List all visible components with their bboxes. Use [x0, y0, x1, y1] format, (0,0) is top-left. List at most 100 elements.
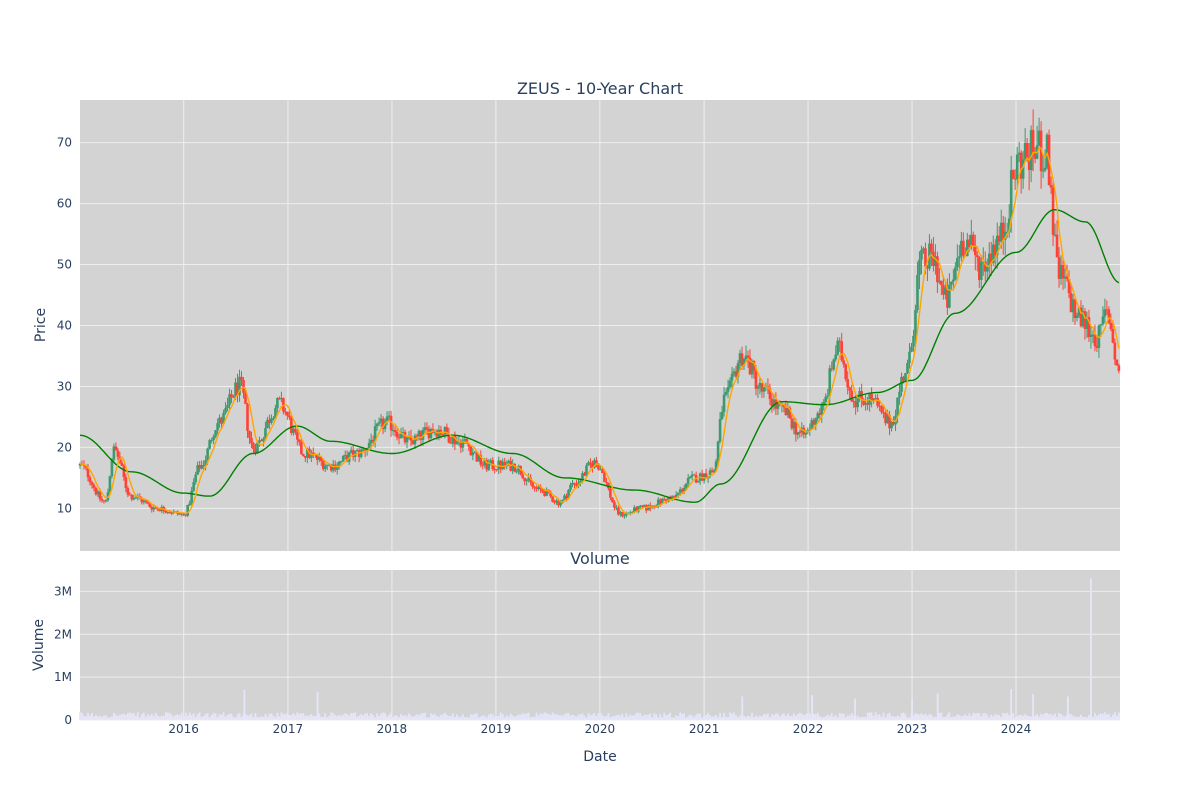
volume-bar [673, 717, 676, 720]
candle-body [325, 464, 329, 466]
candle-body [1003, 231, 1007, 240]
volume-tick-label: 0 [64, 713, 72, 727]
volume-bar [81, 712, 83, 720]
candle-body [413, 435, 417, 445]
volume-bar [493, 716, 496, 720]
volume-bar [392, 717, 394, 720]
volume-bar [721, 717, 723, 720]
volume-bar [794, 715, 797, 720]
candle-body [212, 436, 215, 441]
volume-bar [348, 715, 351, 720]
volume-bar [1060, 713, 1062, 720]
volume-bar [495, 715, 498, 720]
volume-bar [400, 714, 402, 720]
candle-body [1059, 264, 1063, 279]
candle-body [1023, 142, 1027, 160]
volume-bar [118, 714, 121, 720]
candle-body [278, 397, 281, 400]
candle-body [1043, 167, 1047, 171]
volume-bar [230, 713, 233, 720]
volume-bar [998, 714, 1001, 720]
volume-bar [741, 696, 744, 720]
volume-bar [258, 717, 261, 720]
candle-body [734, 371, 738, 377]
candle-body [812, 420, 816, 425]
volume-bar [326, 717, 329, 720]
volume-bar [619, 715, 622, 720]
candle-body [605, 481, 608, 483]
volume-bar [517, 714, 520, 720]
candle-body [541, 489, 544, 492]
volume-bar [1084, 716, 1086, 720]
volume-bar [134, 715, 137, 720]
candle-body [270, 418, 273, 423]
candle-body [631, 512, 634, 514]
volume-bar [862, 716, 865, 720]
candle-body [232, 397, 235, 399]
candle-body [892, 421, 895, 425]
candle-body [286, 411, 289, 416]
volume-bar [641, 716, 644, 720]
candle-body [752, 360, 756, 371]
candle-body [489, 460, 493, 464]
volume-bar [633, 715, 636, 720]
volume-bar [896, 715, 899, 720]
candle-body [393, 430, 397, 433]
volume-bar [595, 716, 598, 720]
volume-bar [222, 712, 225, 720]
candle-body [459, 440, 463, 448]
volume-bar [565, 713, 568, 720]
volume-bar [432, 714, 434, 720]
date-axis-label: Date [583, 749, 616, 765]
candle-body [615, 507, 618, 509]
candle-body [770, 399, 774, 407]
volume-bar [583, 715, 586, 720]
volume-bar [1024, 714, 1027, 720]
candle-body [940, 280, 943, 286]
candle-body [898, 391, 901, 398]
volume-bar [132, 713, 135, 720]
price-tick-label: 70 [57, 136, 72, 150]
candle-body [718, 419, 722, 442]
volume-bar [551, 712, 554, 720]
volume-bar [780, 714, 783, 720]
price-axis-label: Price [33, 308, 49, 342]
candle-body [888, 415, 891, 429]
volume-bar [172, 716, 175, 720]
candle-body [517, 465, 520, 472]
candle-body [449, 442, 453, 444]
volume-bar [368, 715, 371, 720]
volume-bar [374, 717, 377, 720]
candle-body [220, 417, 223, 424]
candle-body [708, 470, 712, 477]
volume-bar [956, 714, 959, 720]
candle-body [323, 465, 327, 470]
candle-body [726, 387, 730, 392]
candle-body [391, 430, 395, 432]
price-tick-label: 50 [57, 258, 72, 272]
volume-bar [489, 713, 492, 720]
candle-body [870, 393, 873, 402]
volume-bar [952, 716, 955, 720]
candle-body [900, 376, 903, 392]
volume-bar [408, 713, 410, 720]
volume-bar [282, 714, 285, 720]
candle-body [515, 471, 518, 473]
candle-body [294, 428, 297, 433]
volume-bar [120, 714, 123, 720]
volume-bar [808, 713, 811, 720]
volume-bar [812, 713, 815, 720]
candle-body [1031, 130, 1035, 153]
volume-bar [320, 716, 323, 720]
candle-body [274, 408, 277, 419]
volume-bar [266, 716, 269, 720]
candle-body [958, 256, 961, 259]
candle-body [104, 500, 108, 502]
price-grid [80, 100, 1120, 551]
candle-body [236, 382, 239, 396]
volume-bar [352, 713, 355, 720]
candle-body [926, 266, 929, 269]
candle-body [1079, 307, 1083, 327]
candle-body [814, 418, 818, 425]
candle-body [264, 428, 267, 439]
